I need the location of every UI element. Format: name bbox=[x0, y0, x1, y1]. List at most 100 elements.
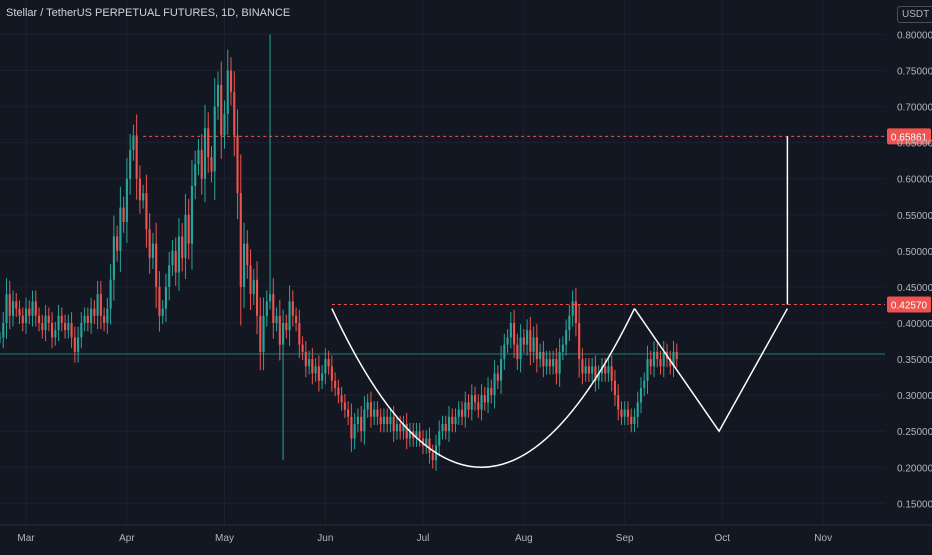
candle bbox=[490, 379, 493, 404]
candle-body bbox=[516, 344, 519, 360]
candle bbox=[112, 215, 115, 301]
candle-body bbox=[558, 351, 561, 374]
candle-body bbox=[369, 402, 372, 417]
y-tick-label: 0.15000 bbox=[897, 499, 932, 510]
candle bbox=[28, 300, 31, 325]
candle-body bbox=[200, 149, 203, 179]
candle bbox=[145, 174, 148, 248]
candle-body bbox=[366, 402, 369, 410]
candle-body bbox=[509, 323, 512, 338]
candle bbox=[399, 415, 402, 440]
candle bbox=[571, 290, 574, 327]
candle-body bbox=[347, 409, 350, 417]
y-tick-label: 0.50000 bbox=[897, 247, 932, 258]
candle-body bbox=[587, 366, 590, 374]
x-tick-label: Nov bbox=[814, 533, 832, 544]
candle bbox=[395, 415, 399, 440]
candle bbox=[96, 280, 99, 330]
candle-body bbox=[207, 128, 210, 158]
candle-body bbox=[37, 315, 41, 323]
candle-body bbox=[402, 424, 405, 432]
candle bbox=[200, 133, 203, 195]
candle-body bbox=[47, 315, 50, 323]
candle bbox=[584, 357, 587, 382]
candle bbox=[340, 386, 343, 411]
candle bbox=[135, 114, 138, 200]
candle-body bbox=[441, 424, 444, 432]
candle-body bbox=[265, 301, 268, 316]
candle bbox=[142, 184, 145, 209]
candle-body bbox=[662, 351, 665, 367]
candle-body bbox=[532, 337, 535, 352]
candle-body bbox=[282, 323, 285, 345]
candle bbox=[54, 321, 57, 346]
candle bbox=[662, 341, 665, 378]
candle-body bbox=[285, 323, 288, 331]
candle-body bbox=[226, 70, 229, 114]
candle-body bbox=[334, 380, 337, 388]
candle-body bbox=[213, 106, 216, 172]
candle bbox=[649, 350, 652, 375]
candle bbox=[630, 408, 633, 433]
candle-body bbox=[145, 193, 148, 230]
candle-body bbox=[395, 424, 399, 432]
candle-body bbox=[239, 193, 242, 287]
candle bbox=[275, 307, 278, 332]
candle-body bbox=[275, 315, 278, 323]
candle-body bbox=[548, 359, 551, 367]
candle bbox=[125, 157, 128, 243]
handle-lines bbox=[633, 308, 789, 433]
candle-body bbox=[389, 416, 392, 424]
currency-badge[interactable]: USDT bbox=[897, 6, 932, 23]
candle-body bbox=[314, 366, 317, 374]
candle bbox=[103, 307, 106, 332]
candle-body bbox=[246, 243, 249, 266]
candle bbox=[41, 314, 44, 339]
y-tick-label: 0.80000 bbox=[897, 30, 932, 41]
candle-body bbox=[317, 366, 320, 381]
candle bbox=[5, 278, 8, 339]
candle bbox=[158, 271, 161, 332]
candle bbox=[34, 290, 37, 327]
candle bbox=[464, 391, 467, 428]
candle bbox=[148, 213, 151, 274]
candle bbox=[441, 415, 444, 440]
candle-body bbox=[565, 330, 568, 345]
candle bbox=[418, 422, 421, 447]
candle bbox=[675, 343, 678, 368]
candle-body bbox=[203, 128, 207, 179]
candle-body bbox=[64, 323, 67, 331]
candle bbox=[568, 304, 571, 342]
candle bbox=[334, 372, 337, 397]
candle-body bbox=[70, 323, 73, 338]
candle-body bbox=[210, 157, 213, 172]
candle bbox=[646, 345, 649, 395]
candle bbox=[669, 350, 672, 375]
candle bbox=[415, 422, 418, 447]
candle bbox=[155, 222, 158, 308]
y-tick-label: 0.60000 bbox=[897, 175, 932, 186]
candle bbox=[236, 109, 239, 220]
candle-body bbox=[405, 424, 408, 439]
candle-body bbox=[116, 236, 119, 251]
candle-body bbox=[190, 185, 194, 244]
candle bbox=[203, 104, 207, 203]
candle bbox=[168, 251, 171, 301]
candle bbox=[552, 350, 555, 375]
candle bbox=[639, 377, 643, 414]
candle bbox=[229, 57, 233, 106]
candle-body bbox=[636, 402, 639, 417]
candle bbox=[99, 280, 102, 330]
candle-body bbox=[216, 84, 220, 107]
candle-body bbox=[526, 330, 529, 345]
candle-body bbox=[535, 337, 538, 360]
candle-body bbox=[259, 315, 262, 352]
candle bbox=[21, 307, 24, 332]
candle-body bbox=[486, 387, 490, 403]
candle-body bbox=[483, 395, 486, 403]
candle bbox=[535, 324, 538, 373]
candle bbox=[529, 316, 532, 366]
candle bbox=[31, 290, 34, 327]
